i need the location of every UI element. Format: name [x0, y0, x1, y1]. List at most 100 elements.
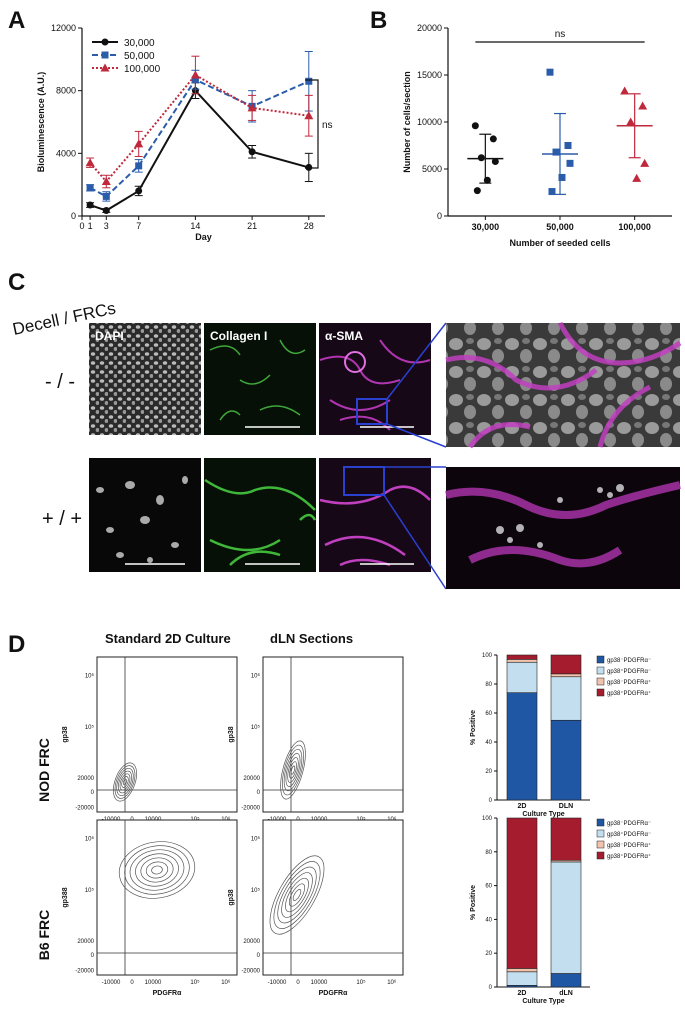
legend-marker: [101, 38, 109, 46]
flow-plot: -10000 0 10000 10⁵ 10⁶ -20000 0 20000 10⁵ 10⁶ PDGF…: [62, 819, 238, 997]
x-axis-label: Day: [195, 232, 212, 242]
x-tick-label: 100,000: [618, 222, 651, 232]
data-point: [101, 177, 111, 186]
y-axis-label: Number of cells/section: [402, 71, 412, 173]
contour-line: [124, 845, 190, 895]
data-point: [135, 187, 143, 195]
data-point: [477, 154, 485, 162]
significance-label: ns: [555, 29, 566, 40]
y-tick-label: 0: [489, 985, 493, 991]
legend-swatch: [596, 840, 605, 849]
y-tick-label: 15000: [417, 70, 442, 80]
channel-label-asma: α-SMA: [325, 329, 363, 343]
x-tick-label: 10⁶: [387, 979, 397, 986]
significance-label: ns: [322, 120, 333, 131]
asma-image-row-1: [319, 323, 431, 435]
y-tick-label: 20000: [417, 23, 442, 33]
legend-label: gp38⁺PDGFRα⁺: [607, 853, 651, 860]
data-point: [558, 173, 566, 181]
panel-b-label: B: [370, 7, 387, 34]
contour-line: [122, 778, 128, 786]
x-tick-label: 50,000: [546, 222, 574, 232]
x-tick-label: 1: [88, 221, 93, 231]
data-point: [640, 158, 650, 167]
contour-line: [288, 883, 306, 907]
contour-line: [269, 855, 325, 935]
bar-segment: [506, 817, 538, 969]
legend-label: 30,000: [124, 38, 155, 49]
col-header-2d: Standard 2D Culture: [105, 631, 231, 646]
series-line: [89, 88, 310, 212]
contour-line: [151, 865, 163, 875]
y-tick-label: 20000: [77, 939, 94, 945]
y-tick-label: 10⁵: [85, 724, 95, 731]
y-tick-label: 10⁵: [251, 724, 261, 731]
contour-line: [289, 761, 297, 779]
y-tick-label: 0: [489, 798, 493, 804]
panel-d-label: D: [8, 631, 25, 658]
data-point: [471, 122, 479, 130]
flow-y-label: gp38: [62, 726, 69, 742]
legend-swatch: [596, 677, 605, 686]
x-tick-label: 28: [304, 221, 314, 231]
flow-plots: -10000 0 10000 10⁵ 10⁶ -20000 0 20000 10⁵ 10⁶ PDGF…: [62, 656, 404, 997]
panel-a-label: A: [8, 7, 25, 34]
legend-label: gp38⁻PDGFRα⁺: [607, 679, 651, 686]
flow-plot-frame: [262, 819, 404, 976]
data-point: [620, 86, 630, 95]
bar-segment: [550, 817, 582, 861]
zoom-image-row-2: [446, 467, 680, 589]
y-tick-label: 100: [482, 816, 493, 822]
y-tick-label: 10⁶: [251, 836, 261, 843]
contour-line: [273, 861, 321, 929]
contour-line: [118, 770, 132, 794]
y-tick-label: 20: [485, 951, 492, 957]
legend-label: gp38⁻PDGFRα⁻: [607, 658, 651, 664]
legend-label: gp38⁺PDGFRα⁻: [607, 668, 651, 675]
data-point: [548, 188, 556, 196]
y-tick-label: 0: [91, 953, 95, 959]
data-point: [491, 157, 499, 165]
y-tick-label: 8000: [56, 86, 76, 96]
x-tick-label: 14: [190, 221, 200, 231]
micrograph-row-2: + / +: [42, 458, 681, 590]
bar-segment: [550, 719, 582, 801]
y-tick-label: 20: [485, 769, 492, 775]
x-tick-label: 10⁵: [356, 979, 366, 986]
series-line: [89, 78, 310, 198]
data-point: [626, 117, 636, 126]
y-tick-label: -20000: [75, 968, 94, 974]
x-tick-label: DLN: [559, 803, 573, 810]
contour-line: [287, 757, 299, 783]
data-point: [85, 158, 95, 167]
legend-swatch: [596, 829, 605, 838]
data-point: [564, 142, 572, 149]
significance-bracket: [305, 79, 319, 169]
flow-plot-frame: [262, 656, 404, 813]
legend-swatch: [596, 818, 605, 827]
contour-line: [281, 872, 313, 918]
y-tick-label: 80: [485, 682, 492, 688]
x-tick-label: 2D: [518, 990, 527, 997]
y-tick-label: 60: [485, 711, 492, 717]
bar-segment: [550, 676, 582, 721]
y-tick-label: 5000: [422, 164, 442, 174]
data-point: [102, 192, 110, 200]
x-tick-label: 10000: [311, 980, 328, 986]
legend-swatch: [596, 688, 605, 697]
x-tick-label: 0: [130, 980, 134, 986]
legend-swatch: [596, 655, 605, 664]
flow-plot-frame: [96, 656, 238, 813]
x-tick-label: 0: [79, 221, 84, 231]
contour-line: [285, 753, 301, 787]
row-header-nod: NOD FRC: [36, 738, 52, 802]
contour-line: [292, 889, 302, 901]
x-axis-label: Culture Type: [522, 811, 564, 818]
contour-line: [113, 762, 137, 802]
data-point: [86, 201, 94, 209]
contour-line: [121, 776, 129, 788]
data-point: [552, 148, 560, 156]
